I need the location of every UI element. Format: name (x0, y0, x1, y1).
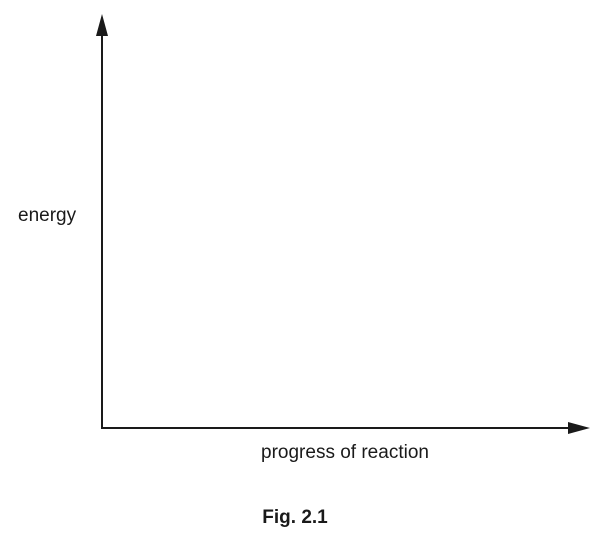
y-axis-arrow (96, 14, 108, 36)
x-axis-arrow (568, 422, 590, 434)
x-axis-label: progress of reaction (261, 442, 429, 463)
axes (96, 14, 590, 434)
figure-caption: Fig. 2.1 (262, 507, 328, 528)
y-axis-label: energy (18, 205, 77, 226)
